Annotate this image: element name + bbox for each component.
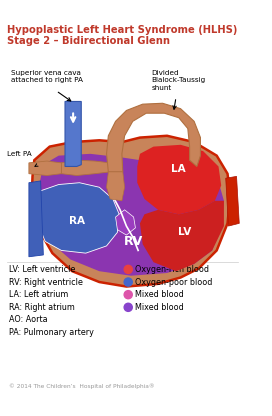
Polygon shape	[36, 154, 224, 276]
Polygon shape	[29, 181, 43, 257]
Text: LV: LV	[178, 228, 192, 238]
Text: Mixed blood: Mixed blood	[135, 290, 184, 299]
Polygon shape	[116, 210, 135, 235]
Text: PA: Pulmonary artery: PA: Pulmonary artery	[9, 328, 94, 337]
Polygon shape	[65, 102, 81, 166]
Text: RV: RV	[124, 235, 143, 248]
Circle shape	[124, 303, 132, 312]
Polygon shape	[32, 136, 230, 287]
Circle shape	[124, 265, 132, 273]
Text: Oxygen-rich blood: Oxygen-rich blood	[135, 265, 209, 274]
Circle shape	[124, 278, 132, 286]
Text: Superior vena cava
attached to right PA: Superior vena cava attached to right PA	[11, 70, 83, 83]
Text: Stage 2 – Bidirectional Glenn: Stage 2 – Bidirectional Glenn	[7, 37, 170, 47]
Polygon shape	[36, 183, 119, 253]
Text: Hypoplastic Left Heart Syndrome (HLHS): Hypoplastic Left Heart Syndrome (HLHS)	[7, 25, 238, 35]
Polygon shape	[107, 172, 125, 201]
Text: RV: Right ventricle: RV: Right ventricle	[9, 277, 83, 287]
Text: Divided
Blalock-Taussig
shunt: Divided Blalock-Taussig shunt	[152, 70, 206, 91]
Text: © 2014 The Children’s  Hospital of Philadelphia®: © 2014 The Children’s Hospital of Philad…	[9, 383, 155, 389]
Text: Oxygen-poor blood: Oxygen-poor blood	[135, 277, 213, 287]
Text: LA: LA	[171, 164, 185, 174]
Polygon shape	[61, 160, 110, 176]
Text: RA: RA	[69, 215, 85, 225]
Text: RA: Right atrium: RA: Right atrium	[9, 303, 75, 312]
Polygon shape	[29, 161, 61, 176]
Text: Mixed blood: Mixed blood	[135, 303, 184, 312]
Text: LV: Left ventricle: LV: Left ventricle	[9, 265, 75, 274]
Polygon shape	[226, 176, 239, 226]
Polygon shape	[140, 201, 224, 271]
Text: AO: Aorta: AO: Aorta	[9, 315, 48, 324]
Circle shape	[124, 291, 132, 299]
Text: Left PA: Left PA	[7, 151, 32, 157]
Polygon shape	[137, 145, 221, 214]
Text: LA: Left atrium: LA: Left atrium	[9, 290, 68, 299]
Polygon shape	[107, 103, 200, 172]
